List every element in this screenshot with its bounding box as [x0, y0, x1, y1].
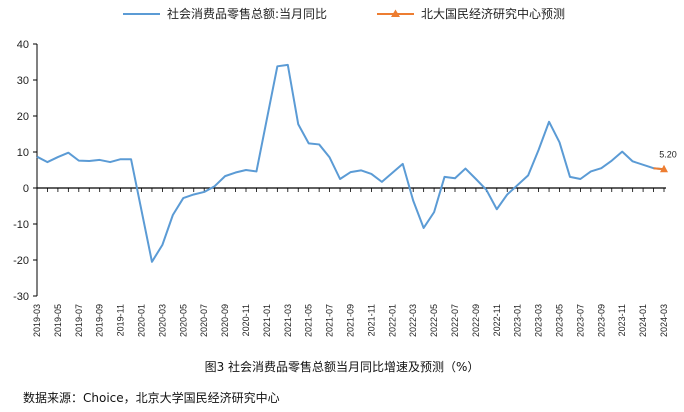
y-tick-label: -10 — [13, 219, 29, 231]
x-tick-label: 2019-03 — [32, 304, 42, 337]
x-tick-label: 2021-11 — [366, 304, 376, 336]
x-tick-label: 2022-03 — [408, 304, 418, 337]
actual-series-line — [36, 63, 665, 263]
x-tick-label: 2022-09 — [471, 304, 481, 337]
legend-forecast-label: 北大国民经济研究中心预测 — [421, 6, 565, 21]
y-tick-label: -30 — [13, 291, 29, 303]
x-tick-label: 2022-05 — [429, 304, 439, 337]
y-tick-label: 30 — [17, 75, 29, 87]
x-tick-label: 2019-09 — [95, 304, 105, 337]
x-tick-label: 2024-03 — [659, 304, 669, 337]
x-tick-label: 2019-05 — [53, 304, 63, 337]
x-tick-label: 2022-07 — [450, 304, 460, 337]
x-tick-label: 2019-11 — [116, 304, 126, 336]
y-tick-label: 0 — [23, 183, 29, 195]
x-tick-label: 2022-11 — [492, 304, 502, 336]
x-tick-label: 2022-01 — [387, 304, 397, 337]
x-tick-label: 2021-09 — [346, 304, 356, 337]
x-tick-label: 2020-03 — [157, 304, 167, 337]
x-tick-label: 2023-01 — [513, 304, 523, 337]
x-tick-labels: 2019-03 2019-05 2019-07 2019-09 2019-11 2020-… — [32, 304, 669, 337]
x-tick-label: 2021-01 — [262, 304, 272, 337]
forecast-data-label: 5.20 — [659, 149, 677, 159]
x-tick-label: 2020-09 — [220, 304, 230, 337]
y-tick-label: 20 — [17, 111, 29, 123]
x-tick-label: 2023-05 — [555, 304, 565, 337]
x-tick-label: 2021-03 — [283, 304, 293, 337]
x-tick-label: 2024-01 — [638, 304, 648, 337]
figure-caption: 图3 社会消费品零售总额当月同比增速及预测（%） — [204, 360, 480, 374]
x-tick-label: 2023-09 — [596, 304, 606, 337]
x-tick-label: 2021-07 — [325, 304, 335, 337]
legend-actual-label: 社会消费品零售总额:当月同比 — [167, 6, 327, 21]
x-tick-label: 2023-03 — [534, 304, 544, 337]
x-tick-label: 2023-11 — [617, 304, 627, 336]
forecast-point-marker — [660, 164, 668, 173]
y-tick-label: -20 — [13, 255, 29, 267]
x-tick-label: 2020-11 — [241, 304, 251, 336]
x-tick-label: 2021-05 — [304, 304, 314, 337]
x-tick-label: 2020-07 — [199, 304, 209, 337]
x-tick-label: 2019-07 — [74, 304, 84, 337]
source-note: 数据来源：Choice，北京大学国民经济研究中心 — [23, 391, 280, 405]
y-tick-label: 40 — [17, 39, 29, 51]
x-tick-label: 2020-05 — [178, 304, 188, 337]
legend: 社会消费品零售总额:当月同比 北大国民经济研究中心预测 — [123, 6, 565, 21]
axes: -30 -20 -10 0 10 20 30 40 — [13, 39, 666, 303]
y-tick-label: 10 — [17, 147, 29, 159]
plot-area: 5.20 — [36, 63, 677, 263]
legend-forecast-marker — [391, 9, 400, 17]
x-tick-label: 2020-01 — [137, 304, 147, 337]
x-tick-label: 2023-07 — [575, 304, 585, 337]
